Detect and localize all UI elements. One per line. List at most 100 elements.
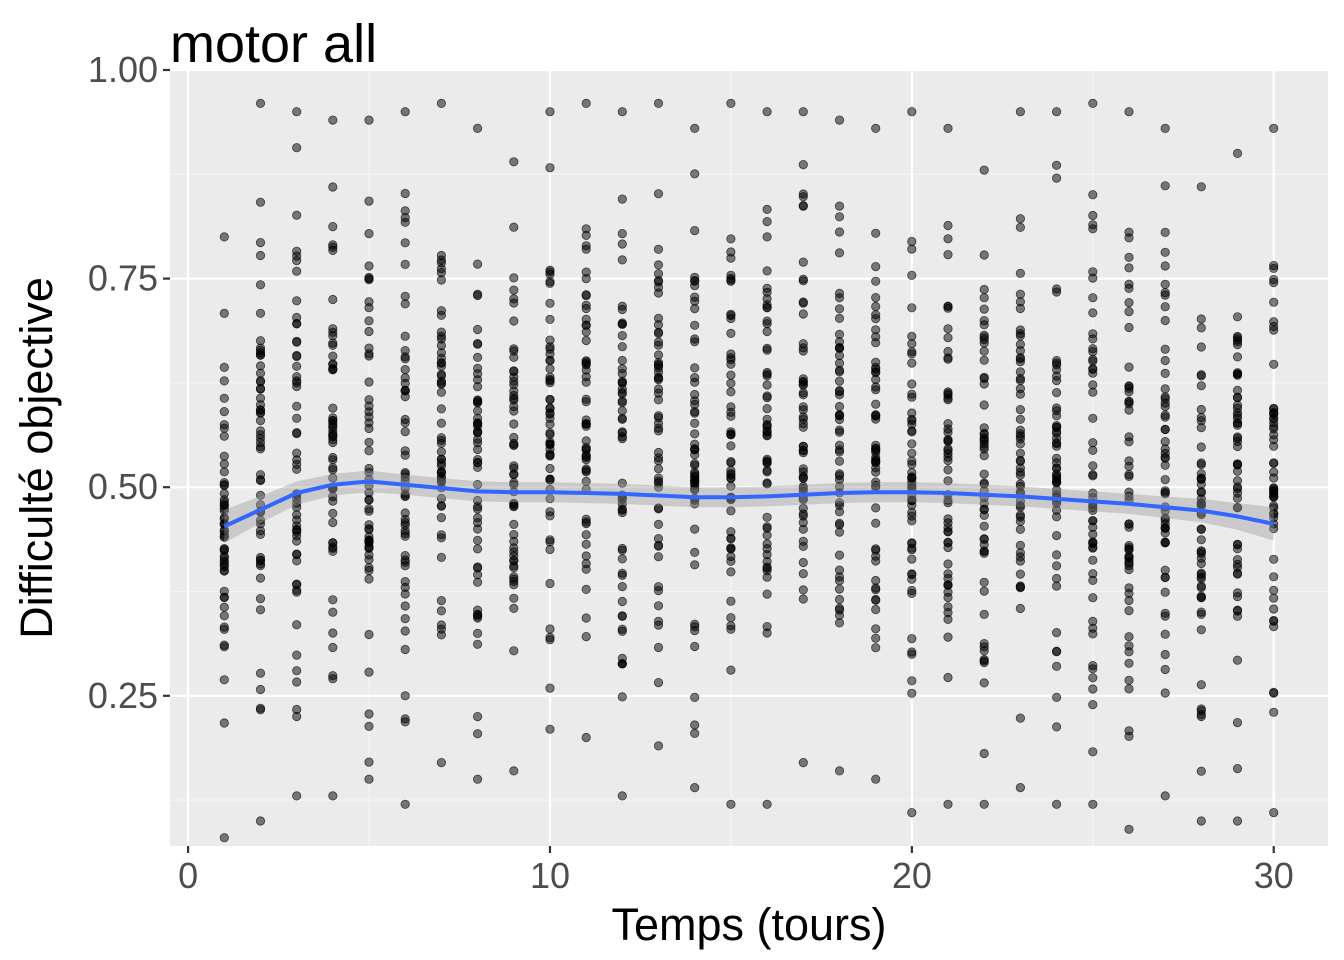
scatter-point: [762, 562, 772, 572]
scatter-point: [1160, 355, 1170, 366]
scatter-point: [1232, 717, 1243, 728]
scatter-point: [400, 601, 410, 611]
scatter-point: [400, 531, 410, 541]
scatter-point: [328, 546, 338, 557]
scatter-point: [436, 340, 446, 351]
scatter-point: [292, 143, 302, 153]
scatter-point: [690, 123, 700, 133]
scatter-point: [400, 331, 410, 341]
scatter-point: [1160, 791, 1170, 801]
scatter-point: [255, 376, 266, 386]
scatter-point: [762, 343, 772, 353]
scatter-point: [1124, 519, 1134, 529]
scatter-point: [979, 346, 989, 356]
scatter-point: [1269, 123, 1279, 133]
scatter-point: [1196, 546, 1206, 556]
scatter-point: [581, 397, 591, 407]
scatter-point: [1052, 387, 1062, 398]
scatter-point: [1052, 411, 1062, 421]
scatter-point: [798, 402, 808, 412]
scatter-point: [1052, 550, 1062, 560]
scatter-point: [1124, 227, 1134, 237]
scatter-point: [472, 339, 483, 349]
scatter-point: [509, 551, 519, 561]
scatter-point: [798, 192, 808, 202]
scatter-point: [1088, 799, 1098, 809]
scatter-point: [1088, 747, 1098, 757]
scatter-point: [762, 403, 772, 414]
scatter-point: [690, 560, 700, 570]
scatter-point: [1052, 160, 1062, 170]
scatter-point: [219, 451, 229, 461]
scatter-point: [762, 204, 772, 214]
scatter-point: [690, 524, 700, 534]
y-tick-label: 0.75: [88, 258, 158, 299]
scatter-point: [653, 350, 664, 360]
scatter-point: [292, 378, 302, 388]
scatter-point: [979, 799, 989, 809]
scatter-points: [219, 98, 1279, 843]
scatter-point: [292, 401, 302, 411]
scatter-point: [436, 378, 446, 388]
scatter-point: [219, 675, 229, 685]
scatter-point: [292, 210, 302, 220]
scatter-point: [762, 621, 772, 632]
scatter-point: [653, 519, 664, 530]
scatter-point: [726, 596, 736, 606]
scatter-point: [292, 464, 302, 474]
scatter-point: [871, 518, 881, 528]
scatter-point: [653, 384, 664, 394]
scatter-point: [1088, 684, 1098, 694]
scatter-point: [1052, 799, 1062, 809]
scatter-point: [617, 653, 627, 664]
scatter-point: [219, 718, 229, 728]
scatter-point: [509, 298, 519, 308]
scatter-point: [726, 506, 736, 516]
scatter-point: [762, 530, 772, 540]
scatter-point: [255, 368, 266, 378]
scatter-point: [255, 348, 266, 358]
scatter-point: [400, 644, 410, 655]
scatter-point: [364, 774, 374, 784]
scatter-point: [219, 393, 229, 403]
scatter-point: [943, 495, 953, 505]
scatter-point: [400, 373, 410, 383]
scatter-point: [1052, 420, 1062, 431]
scatter-point: [364, 229, 374, 239]
scatter-point: [545, 624, 555, 634]
scatter-point: [617, 378, 627, 388]
scatter-point: [617, 406, 627, 416]
scatter-point: [943, 424, 953, 434]
scatter-point: [1160, 424, 1170, 435]
scatter-point: [690, 169, 700, 179]
scatter-point: [943, 434, 953, 445]
scatter-point: [509, 603, 519, 614]
scatter-point: [653, 677, 664, 688]
scatter-point: [364, 412, 374, 422]
scatter-point: [509, 593, 519, 603]
scatter-point: [1232, 816, 1243, 826]
scatter-point: [871, 261, 881, 272]
scatter-point: [943, 353, 953, 363]
scatter-point: [545, 419, 555, 429]
scatter-point: [726, 613, 736, 623]
scatter-point: [219, 592, 229, 602]
scatter-point: [581, 613, 591, 623]
scatter-point: [328, 607, 338, 617]
scatter-point: [581, 539, 591, 549]
scatter-point: [255, 197, 266, 207]
scatter-point: [1196, 609, 1206, 619]
scatter-point: [1052, 581, 1062, 591]
scatter-point: [762, 380, 772, 390]
scatter-point: [690, 418, 700, 428]
scatter-point: [726, 98, 736, 109]
scatter-point: [364, 196, 374, 206]
scatter-point: [292, 579, 302, 589]
scatter-point: [1124, 399, 1134, 409]
scatter-point: [1196, 816, 1206, 826]
scatter-point: [943, 569, 953, 579]
scatter-point: [255, 238, 266, 248]
scatter-point: [400, 107, 410, 117]
chart-title: motor all: [170, 14, 377, 74]
